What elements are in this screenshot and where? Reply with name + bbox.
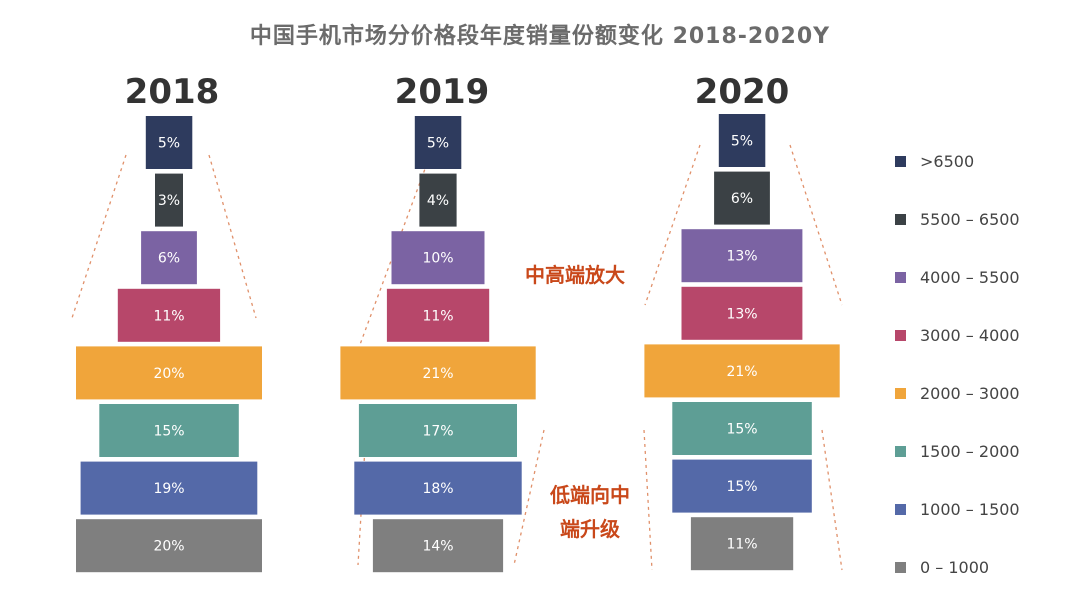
bar-segment [672,459,812,513]
legend-label: 3000 – 4000 [920,325,1020,345]
data-label: 11% [153,308,184,324]
year-label-2019: 2019 [394,72,490,112]
data-label: 10% [422,251,453,267]
legend-label: 1500 – 2000 [920,441,1020,461]
legend-swatch [895,213,906,225]
bar-segment [117,288,221,342]
data-label: 15% [726,422,757,438]
legend-label: 2000 – 3000 [920,383,1020,403]
dashed-guide-line [789,144,843,306]
bar-segment [672,402,812,455]
annotation-lower-line2: 端升级 [560,517,620,541]
legend-swatch [895,503,906,515]
dashed-guide-line [513,429,545,566]
data-label: 15% [153,424,184,440]
legend-swatch [895,445,906,457]
bar-segment [714,171,770,225]
bar-segment [99,404,239,457]
data-label: 5% [427,136,449,152]
legend-item: 1500 – 2000 [895,422,1020,480]
bar-segment [76,346,262,400]
data-label: 11% [726,537,757,553]
legend-swatch [895,387,906,399]
bar-segment [414,116,462,169]
legend-item: 4000 – 5500 [895,248,1020,306]
bar-segment [145,116,193,169]
data-label: 17% [422,424,453,440]
data-label: 21% [726,364,757,380]
legend-label: 1000 – 1500 [920,499,1020,519]
legend-swatch [895,155,906,167]
legend-label: 5500 – 6500 [920,209,1020,229]
bar-segment [681,286,803,340]
bar-segment [76,519,262,573]
legend-item: 2000 – 3000 [895,364,1020,422]
bar-segment [419,173,457,227]
legend-item: 1000 – 1500 [895,480,1020,538]
legend-item: 5500 – 6500 [895,190,1020,248]
data-label: 4% [427,193,449,209]
legend-item: >6500 [895,132,1020,190]
bar-segment [340,346,536,400]
data-label: 14% [422,539,453,555]
bar-segment [681,229,803,283]
bar-segment [690,517,794,571]
legend-item: 0 – 1000 [895,538,1020,596]
bar-segment [718,114,766,167]
legend-item: 3000 – 4000 [895,306,1020,364]
year-label-2018: 2018 [124,72,220,112]
annotation-upper: 中高端放大 [525,263,625,287]
bar-segment [155,173,183,227]
bar-segment [354,461,522,515]
bar-segment [372,519,504,573]
year-label-2020: 2020 [694,72,790,112]
dashed-guide-line [821,429,843,571]
data-label: 21% [422,366,453,382]
bar-segment [141,231,197,285]
dashed-guide-line [208,154,257,319]
data-label: 19% [153,481,184,497]
bar-segment [80,461,258,515]
legend-swatch [895,329,906,341]
data-label: 6% [731,191,753,207]
data-label: 5% [731,134,753,150]
annotation-lower: 低端向中 端升级 [535,478,645,546]
bar-segment [391,231,485,285]
legend-label: 0 – 1000 [920,557,990,577]
data-label: 13% [726,306,757,322]
legend: >6500 5500 – 6500 4000 – 5500 3000 – 400… [895,132,1020,596]
data-label: 11% [422,308,453,324]
legend-label: 4000 – 5500 [920,267,1020,287]
bar-segment [644,344,840,398]
legend-label: >6500 [920,151,975,171]
bar-segment [386,288,490,342]
data-label: 18% [422,481,453,497]
data-label: 15% [726,479,757,495]
legend-swatch [895,271,906,283]
dashed-guide-line [643,429,653,571]
data-label: 6% [158,251,180,267]
data-label: 3% [158,193,180,209]
annotation-lower-line1: 低端向中 [550,483,630,507]
dashed-guide-line [644,144,701,306]
chart-title: 中国手机市场分价格段年度销量份额变化 2018-2020Y [249,24,831,49]
dashed-guide-line [71,154,127,319]
data-label: 20% [153,539,184,555]
data-label: 20% [153,366,184,382]
data-label: 13% [726,249,757,265]
legend-swatch [895,561,906,573]
bar-segment [358,404,517,457]
data-label: 5% [158,136,180,152]
